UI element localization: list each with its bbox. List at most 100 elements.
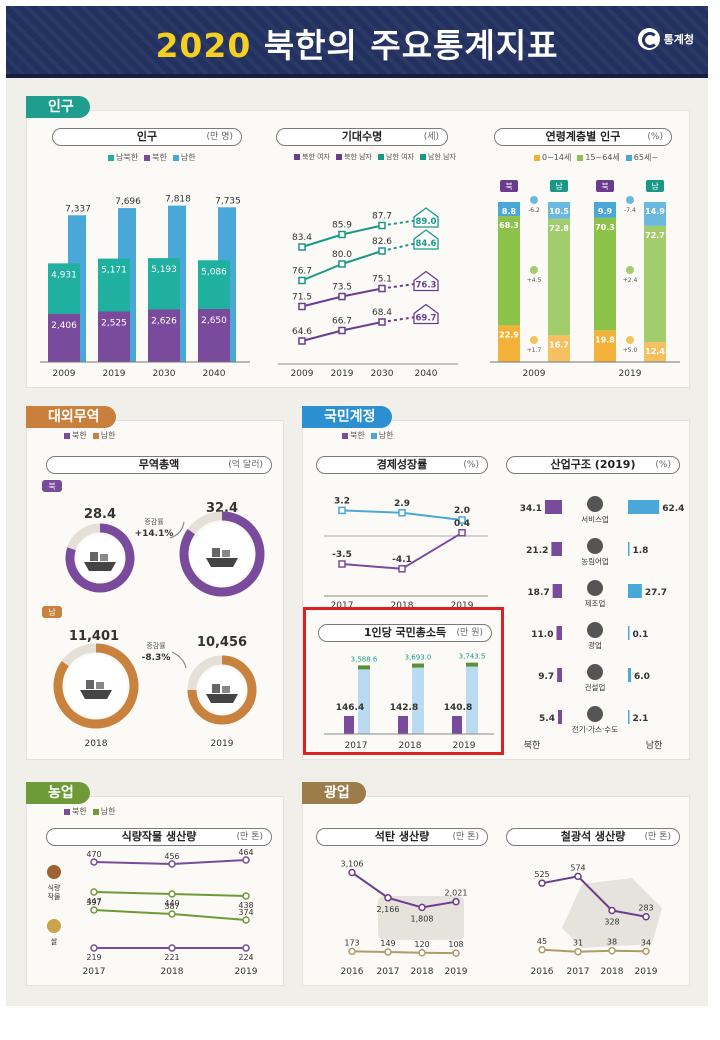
food-year-label: 2017 [83,967,106,977]
industry-value-north: 11.0 [531,630,553,640]
iron-line-segment [541,948,579,953]
growth-line-segment [341,509,403,514]
food-line-segment [171,893,247,897]
industry-category-label: 서비스업 [581,515,609,524]
population-year-label: 2009 [53,369,76,379]
life-point [298,337,306,345]
industry-value-south: 2.1 [633,714,649,724]
industry-bar-south [628,668,631,682]
life-value-label: 76.3 [416,281,437,291]
food-chart: 470 456 464 447 440 438 397 387 374 219 221 224 식량작물… [47,848,258,977]
coal-year-label: 2017 [377,967,400,977]
age-year-label: 2009 [523,369,546,379]
iron-value-label: 525 [534,870,549,879]
age-value-label: 14.9 [645,207,665,216]
life-line-segment [301,329,343,342]
gni-value-south: 3,693.0 [405,654,432,662]
life-year-label: 2030 [371,369,394,379]
coal-truck-icon [378,896,464,940]
iron-line-segment [577,949,613,953]
life-point [338,260,346,268]
age-diff-label: +4.5 [527,277,542,284]
population-label-south: 7,735 [215,196,241,206]
coal-point [384,948,392,956]
age-person-icon [530,196,538,204]
iron-point [642,947,650,956]
trade-change-label: 증감률 [144,518,164,526]
age-person-icon [530,336,538,344]
industry-sector-icon [587,580,603,596]
life-expectancy-chart: 83.4 85.9 87.7 89.0 76.7 80.0 82.6 84.6 71.5 73.5… [278,207,458,379]
industry-category-label: 건설업 [585,682,606,692]
trade-arrow-icon [169,521,185,539]
gni-cap-icon [358,665,370,670]
iron-value-label: 574 [570,863,585,872]
industry-sector-icon [587,622,603,638]
age-segment-nk [594,330,616,362]
life-value-label: 87.7 [372,212,392,222]
header-pattern [6,6,708,74]
life-point [338,326,346,335]
gni-value-north: 146.4 [336,703,364,713]
life-point [378,221,386,230]
trade-cargo-icon [96,682,104,689]
food-value-label: 224 [238,953,253,962]
food-value-label: 387 [164,902,179,911]
industry-bar-north [544,500,562,514]
trade-year-label: 2018 [85,739,108,749]
industry-value-north: 9.7 [538,672,554,682]
life-line-segment [341,224,383,236]
age-year-label: 2019 [619,369,642,379]
coal-point [418,903,426,912]
coal-point [452,949,460,957]
life-legend: 북한 여자 북한 남자 남한 여자 남한 남자 [288,152,456,162]
industry-sector-icon [587,706,603,722]
population-year-label: 2019 [103,369,126,379]
trade-ring-north [179,511,265,597]
age-segment-sk [548,202,570,219]
coal-chart: 3,106 2,166 1,808 2,021 173 149 120 108 2016 2017… [341,860,468,977]
population-bar-north [198,309,230,362]
industry-footer-south: 남한 [646,740,663,751]
trade-tag-north: 북 [48,482,55,491]
trade-cargo-icon [212,548,220,557]
life-value-label: 69.7 [416,314,437,324]
food-point [90,944,98,952]
iron-year-label: 2018 [601,967,624,977]
age-tag-box [596,180,614,192]
life-house-icon [413,229,439,250]
food-value-label: 456 [164,852,179,861]
age-diff-label: +1.7 [527,347,542,354]
age-segment-sk [644,202,666,226]
highlight-box [303,607,504,755]
age-tag-box [500,180,518,192]
age-value-label: 68.3 [499,221,519,230]
life-value-label: 84.6 [416,239,437,249]
food-value-label: 440 [164,899,179,908]
growth-year-label: 2019 [451,601,474,611]
infographic-page: 2020 북한의 주요통계지표 통계청 인구 인구 (만 명) 기대수명 (세) 연… [6,6,708,1006]
growth-legend: 북한 남한 [336,430,393,441]
gni-chart: 3,588.6 146.4 2017 3,693.0 142.8 2018 3,743.5 1… [324,653,494,751]
life-year-label: 2040 [415,369,438,379]
population-label-north: 2,406 [51,321,77,331]
food-point [242,892,250,900]
age-value-label: 70.3 [595,223,615,232]
industry-category-label: 광업 [588,640,602,650]
food-point [242,916,250,924]
food-line-segment [171,859,247,865]
life-line-segment [341,250,383,265]
trade-tag-box [42,606,62,618]
age-segment-sk [548,335,570,362]
trade-subtitle: 무역총액 (억 달러) [46,456,272,474]
industry-value-north: 34.1 [520,504,542,514]
gni-value-south: 3,588.6 [351,655,378,663]
food-point [90,858,98,866]
food-line-segment [93,891,173,895]
gni-bar-south [412,667,424,734]
growth-value-label: -4.1 [392,555,412,565]
life-value-label: 75.1 [372,275,392,285]
food-point [168,890,176,898]
life-value-label: 66.7 [332,317,352,327]
